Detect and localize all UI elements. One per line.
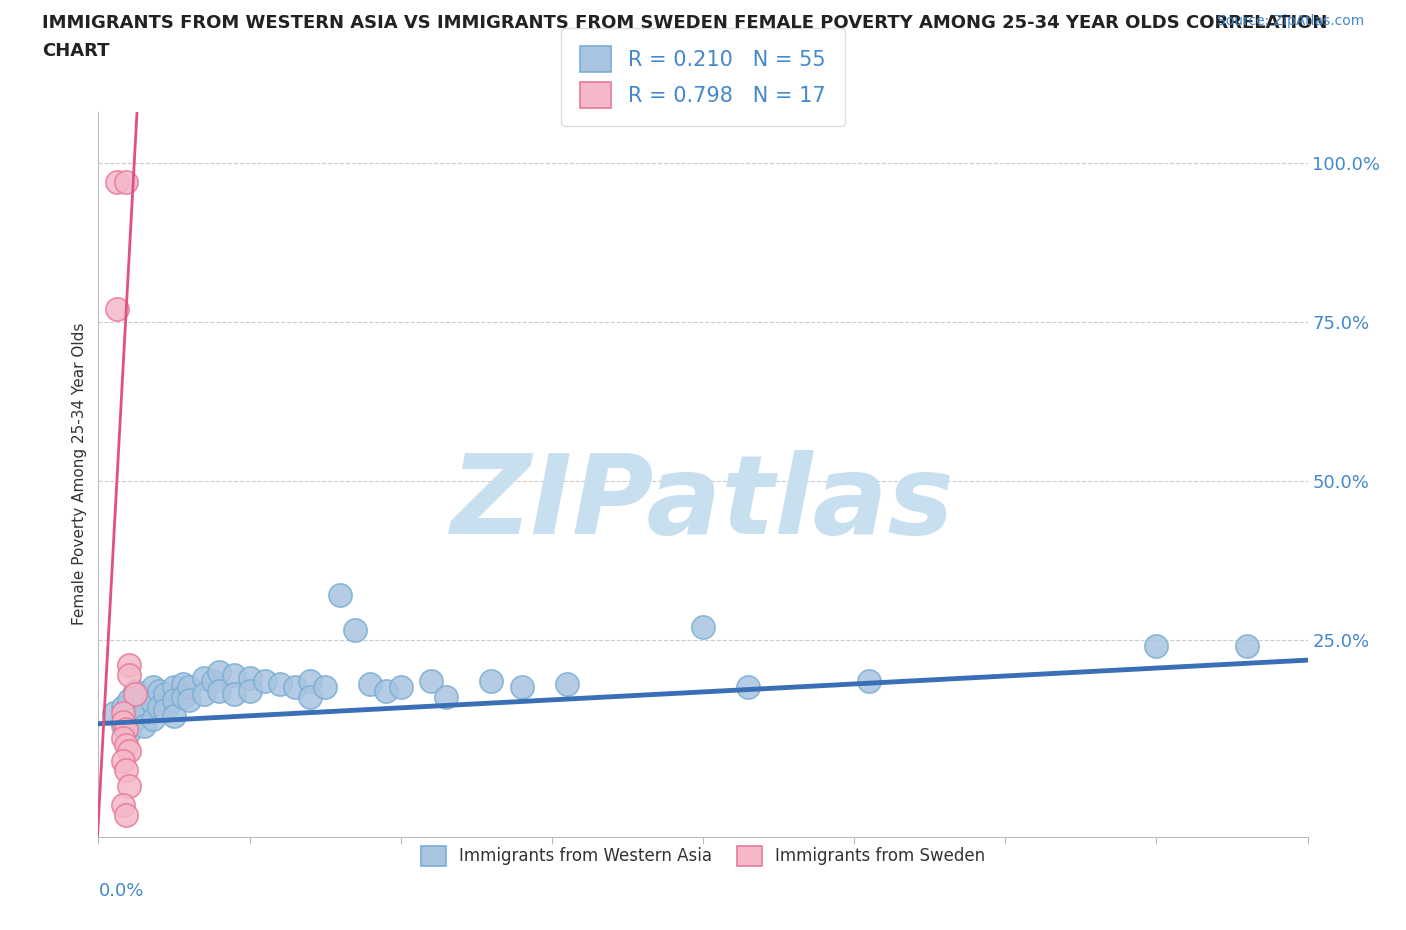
Point [269,677,291,692]
Text: 0.0%: 0.0% [98,882,143,900]
Point [124,686,146,701]
Point [111,731,134,746]
Point [142,680,165,695]
Point [142,711,165,726]
Point [299,673,322,688]
Point [132,706,155,721]
Point [105,174,128,189]
Point [858,673,880,688]
Point [114,174,136,189]
Point [124,684,146,698]
Point [163,709,186,724]
Point [193,686,215,701]
Point [118,744,141,759]
Point [118,668,141,683]
Point [148,684,170,698]
Point [692,619,714,634]
Point [142,696,165,711]
Point [118,724,141,739]
Point [118,658,141,672]
Point [114,763,136,777]
Point [103,706,125,721]
Point [329,588,352,603]
Point [374,684,396,698]
Point [360,677,382,692]
Point [118,693,141,708]
Point [224,668,246,683]
Point [111,699,134,714]
Point [124,711,146,726]
Point [253,673,276,688]
Point [510,680,533,695]
Point [132,718,155,733]
Point [114,737,136,752]
Point [239,684,262,698]
Point [179,693,201,708]
Text: CHART: CHART [42,42,110,60]
Point [163,693,186,708]
Point [344,623,367,638]
Point [314,680,336,695]
Point [114,722,136,737]
Point [179,680,201,695]
Legend: Immigrants from Western Asia, Immigrants from Sweden: Immigrants from Western Asia, Immigrants… [408,832,998,880]
Point [111,718,134,733]
Point [434,689,457,704]
Point [737,680,759,695]
Point [111,706,134,721]
Text: Source: ZipAtlas.com: Source: ZipAtlas.com [1216,14,1364,28]
Point [111,753,134,768]
Point [299,689,322,704]
Text: IMMIGRANTS FROM WESTERN ASIA VS IMMIGRANTS FROM SWEDEN FEMALE POVERTY AMONG 25-3: IMMIGRANTS FROM WESTERN ASIA VS IMMIGRAN… [42,14,1327,32]
Point [148,699,170,714]
Point [153,702,176,717]
Point [111,715,134,730]
Point [118,715,141,730]
Point [481,673,503,688]
Text: ZIPatlas: ZIPatlas [451,450,955,557]
Point [555,677,578,692]
Point [202,673,225,688]
Point [105,301,128,316]
Point [114,807,136,822]
Point [389,680,412,695]
Point [172,677,194,692]
Point [153,686,176,701]
Point [132,689,155,704]
Point [1144,639,1167,654]
Point [163,680,186,695]
Point [193,671,215,685]
Point [172,689,194,704]
Point [208,664,231,679]
Point [111,798,134,813]
Point [1236,639,1258,654]
Point [284,680,307,695]
Y-axis label: Female Poverty Among 25-34 Year Olds: Female Poverty Among 25-34 Year Olds [72,323,87,626]
Point [420,673,443,688]
Point [224,686,246,701]
Point [208,684,231,698]
Point [118,778,141,793]
Point [239,671,262,685]
